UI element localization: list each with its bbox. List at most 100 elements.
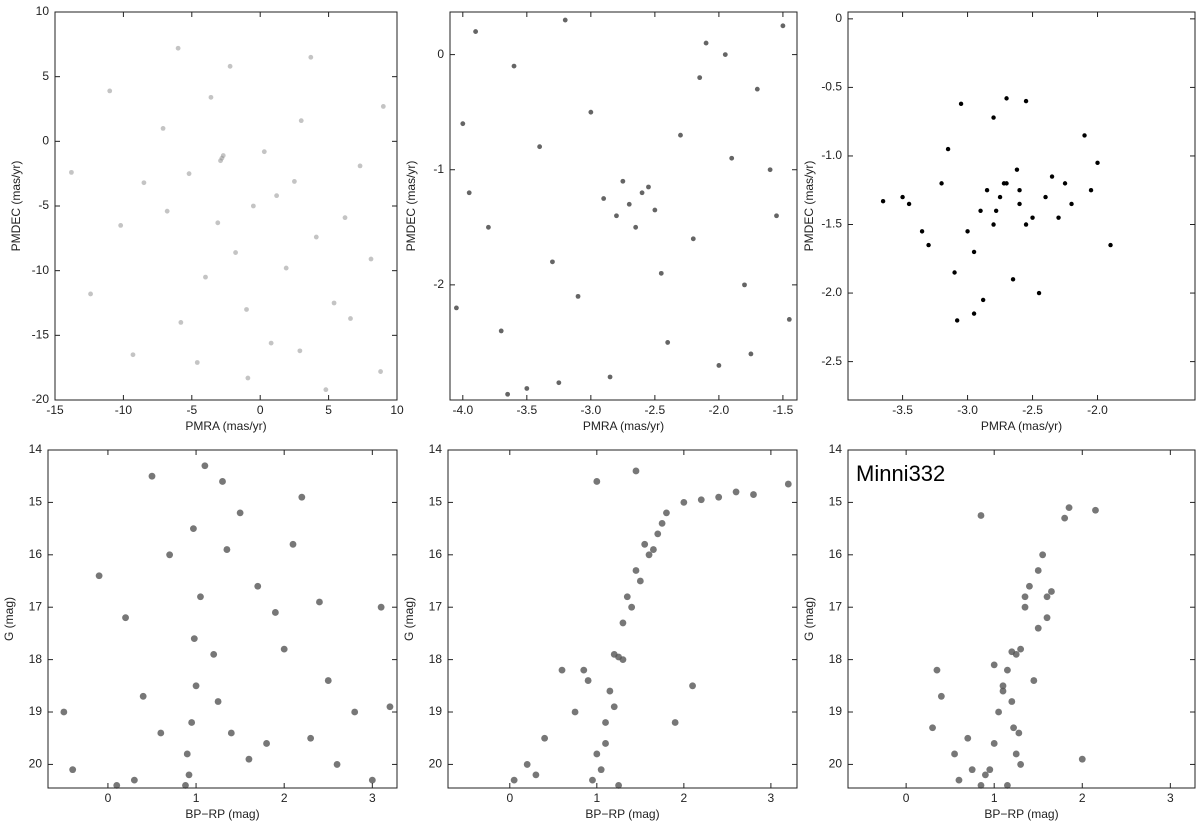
panel: 0 1 2 3 14 15 16 17 18 19 20 BP−RP (mag) G (mag) [2, 442, 398, 821]
y-tick-label: -1 [433, 162, 444, 176]
point [619, 619, 627, 627]
point [210, 650, 218, 658]
point [663, 509, 670, 517]
point [1043, 194, 1048, 200]
point [324, 677, 332, 684]
point [589, 776, 596, 784]
point [524, 386, 530, 391]
point [1004, 96, 1009, 101]
point [1021, 593, 1029, 601]
point [1010, 277, 1016, 282]
x-axis-label: PMRA (mas/yr) [583, 419, 664, 433]
point [118, 223, 124, 228]
y-axis-label: PMDEC (mas/yr) [9, 161, 23, 252]
point [780, 23, 786, 29]
point [658, 519, 666, 527]
point [1048, 588, 1055, 595]
point [1043, 614, 1051, 622]
point [1023, 222, 1029, 227]
point [1004, 666, 1011, 674]
point [562, 17, 568, 23]
point [580, 666, 588, 674]
point [632, 567, 640, 574]
point [1030, 677, 1038, 684]
point [937, 692, 945, 700]
x-tick-label: 1 [991, 791, 998, 805]
point [510, 776, 518, 784]
point [626, 201, 632, 207]
point [190, 525, 197, 533]
point [995, 708, 1003, 716]
point [697, 75, 703, 81]
point [192, 682, 200, 690]
point [261, 149, 267, 155]
point [607, 374, 613, 380]
point [951, 750, 958, 758]
point [297, 348, 303, 354]
y-axis-label: G (mag) [402, 597, 416, 641]
point [665, 340, 671, 345]
point [333, 761, 341, 768]
panel: 0 1 2 3 14 15 16 17 18 19 20 BP−RP (mag) G (mag) Minn… [802, 442, 1196, 821]
point [732, 488, 740, 496]
point [632, 467, 640, 475]
point [88, 291, 93, 297]
point [378, 369, 383, 374]
point [197, 593, 204, 601]
point [1065, 504, 1073, 512]
y-tick-label: 15 [429, 495, 443, 509]
point [1036, 290, 1042, 296]
point [289, 540, 297, 548]
point [1017, 188, 1022, 193]
y-tick-label: 18 [29, 652, 43, 666]
y-tick-label: 16 [429, 547, 443, 561]
axes-frame [54, 11, 398, 401]
point [1023, 98, 1029, 104]
point [460, 121, 466, 127]
point [1092, 506, 1099, 514]
point [148, 472, 156, 480]
point [729, 155, 735, 161]
point [649, 546, 657, 553]
point [1039, 551, 1047, 559]
point [208, 94, 214, 100]
point [201, 462, 209, 470]
point [968, 766, 976, 774]
x-tick-label: 0 [105, 791, 112, 805]
y-tick-label: 0 [437, 47, 444, 61]
point [1015, 729, 1023, 737]
point [541, 734, 549, 742]
y-tick-label: -10 [32, 263, 50, 277]
point [1056, 215, 1061, 220]
point [113, 781, 121, 789]
point [523, 761, 531, 768]
point [742, 282, 747, 288]
point [1012, 750, 1020, 758]
point [219, 478, 226, 485]
y-tick-label: 18 [829, 652, 843, 666]
x-tick-label: 2 [281, 791, 288, 805]
point [214, 698, 222, 705]
axes-frame [449, 11, 798, 401]
point [556, 380, 562, 386]
y-tick-label: -2 [433, 277, 444, 291]
point [606, 687, 614, 695]
point [537, 144, 543, 150]
point [351, 708, 359, 716]
point [1095, 160, 1100, 166]
point [139, 692, 147, 700]
x-tick-label: 0 [506, 791, 513, 805]
axes-frame [847, 11, 1196, 401]
point [274, 193, 280, 199]
point [486, 224, 491, 230]
point [958, 101, 964, 107]
point [95, 572, 103, 580]
point [348, 316, 353, 321]
point [977, 781, 985, 789]
y-axis-label: G (mag) [802, 597, 816, 641]
point [786, 317, 792, 322]
point [558, 666, 566, 674]
point [1049, 174, 1055, 179]
point [954, 318, 960, 323]
point [1004, 781, 1011, 789]
